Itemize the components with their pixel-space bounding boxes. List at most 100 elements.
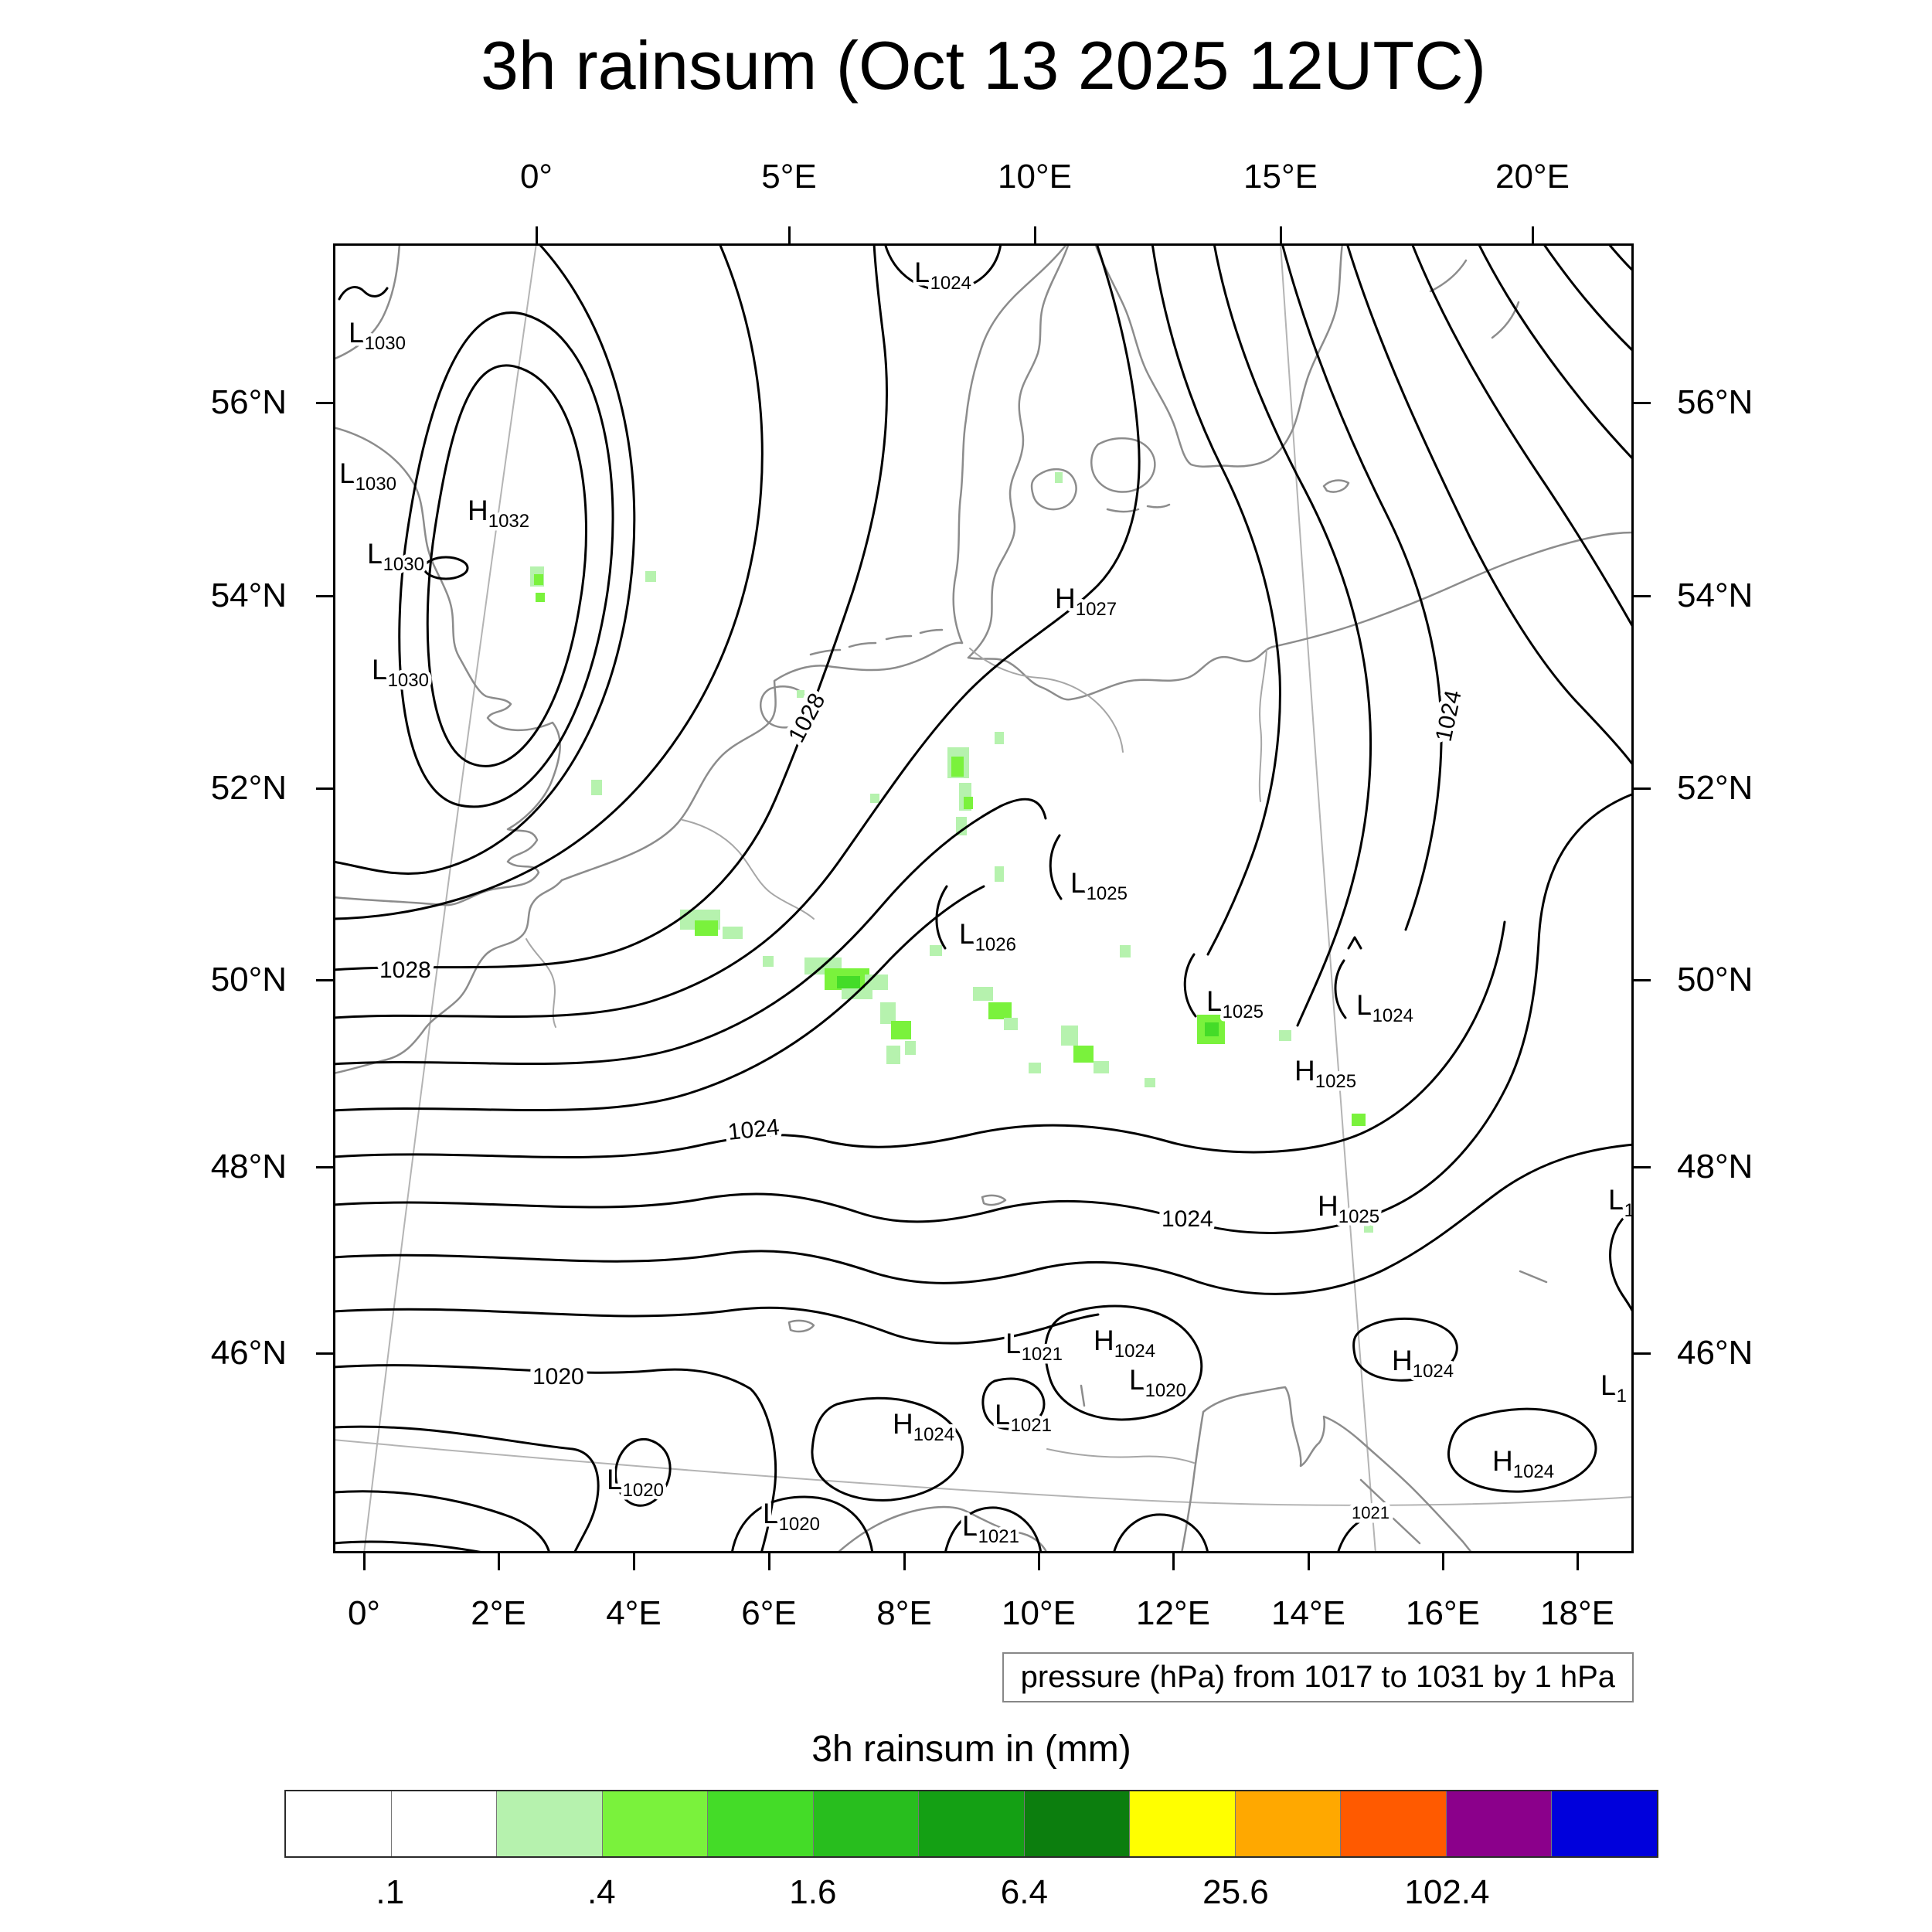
colorbar-cell [1235,1791,1342,1856]
isobar [333,798,1047,1066]
coastline [1090,437,1156,493]
rain-cell [880,1002,896,1024]
bottom-axis-tick [903,1553,906,1570]
bottom-axis-tick [632,1553,635,1570]
isobar [935,885,948,950]
rain-cell [995,866,1004,882]
pressure-center-labels: L1030 L1030 L1030 H1032 L1030 L1024 H1027 L1025… [336,253,1634,1551]
rainfall-shading [530,472,1373,1233]
coastline [885,634,913,641]
rain-cell [1279,1030,1291,1041]
bottom-axis-tick [362,1553,366,1570]
coastline [1359,1478,1390,1508]
coastline [1519,1270,1548,1284]
isobar [338,286,389,301]
isobar [811,1396,964,1502]
high-pressure-label: H1024 [1492,1445,1554,1482]
bottom-axis-label: 0° [347,1594,381,1632]
coastline [560,641,964,882]
rain-cell [886,1046,900,1064]
colorbar-label: 102.4 [1404,1873,1490,1911]
coastline [952,243,1069,645]
right-axis-label: 46°N [1677,1334,1753,1372]
isobar [1352,1317,1458,1382]
rain-cell [964,797,973,809]
right-axis-tick [1634,1165,1651,1168]
bottom-axis-label: 6°E [741,1594,797,1632]
isobar [883,243,1002,291]
river [682,819,815,920]
coastline [1322,479,1350,493]
low-pressure-label: L1021 [995,1399,1052,1436]
bottom-axis-label: 14°E [1271,1594,1345,1632]
left-axis-tick [316,978,333,981]
isobar-label: 1020 [532,1364,584,1389]
isobar [423,556,469,580]
isobar [1281,243,1443,931]
isobar [1049,834,1063,900]
low-pressure-label: L1 [1600,1369,1627,1406]
rain-cell [536,593,545,602]
low-pressure-label: L1 [1608,1184,1634,1221]
coastline [1392,1517,1421,1545]
river [969,648,1124,753]
bottom-axis-label: 8°E [876,1594,932,1632]
coastline [967,243,1070,659]
isobar-label: 1024 [1431,688,1467,743]
right-axis-tick [1634,978,1651,981]
coastline [1106,508,1140,513]
coastline [1491,301,1520,339]
coastline [981,1194,1007,1206]
colorbar-cell [497,1791,603,1856]
coastlines [333,243,1634,1553]
isobar-label: 1021 [1352,1503,1389,1522]
coastline [967,531,1634,701]
rain-cell [1029,1063,1041,1073]
right-axis-tick [1634,594,1651,597]
coastline [919,628,944,634]
coastline [1080,1384,1086,1407]
colorbar-cell [1552,1791,1657,1856]
coastline [1146,503,1171,509]
isobar [1542,243,1634,353]
left-axis-tick [316,787,333,790]
colorbar-cell [1130,1791,1236,1856]
rain-cell [891,1021,911,1039]
colorbar-title: 3h rainsum in (mm) [811,1729,1131,1770]
colorbar [284,1790,1658,1858]
coastline [835,1505,1049,1553]
right-axis-label: 50°N [1677,961,1753,998]
isobar [333,1143,1634,1295]
rain-cell [1004,1018,1018,1030]
isobar [333,243,636,875]
low-pressure-label: L1020 [763,1498,820,1535]
high-pressure-label: H1024 [1094,1325,1155,1362]
rain-cell [905,1041,916,1055]
rain-cell [1073,1046,1094,1063]
isobar [944,1506,1043,1553]
rain-cell [1352,1114,1366,1126]
river [526,938,556,1028]
isobar [333,243,1141,1019]
isobar [1609,1208,1634,1315]
rain-cell [930,945,942,956]
right-axis-label: 52°N [1677,769,1753,807]
bottom-axis-label: 2°E [471,1594,526,1632]
rain-cell [695,920,718,936]
right-axis-label: 56°N [1677,383,1753,421]
isobar [1447,1407,1597,1493]
isobar [333,1490,551,1553]
isobar [333,243,764,920]
coastline [333,879,563,1075]
coastline [1429,259,1468,293]
colorbar-cell [708,1791,814,1856]
colorbar-label: 25.6 [1202,1873,1269,1911]
low-pressure-label: L1025 [1206,985,1264,1022]
low-pressure-label: L1025 [1070,867,1128,904]
right-axis-tick [1634,1352,1651,1355]
top-axis-label: 15°E [1243,158,1318,196]
isobar [333,1425,600,1553]
left-axis-tick [316,1165,333,1168]
